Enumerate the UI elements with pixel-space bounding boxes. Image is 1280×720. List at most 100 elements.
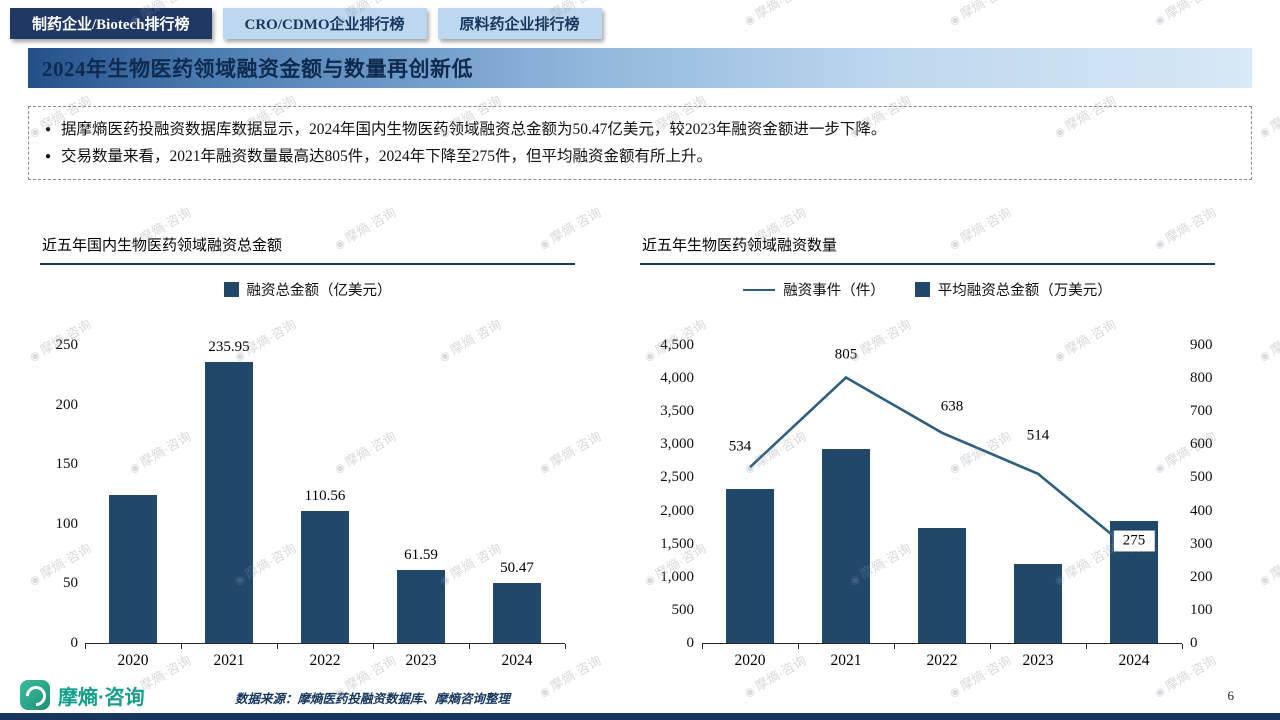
page-title: 2024年生物医药领域融资金额与数量再创新低 — [42, 57, 473, 81]
y-axis-label: 50 — [63, 575, 78, 592]
watermark: 摩熵·咨询 — [740, 0, 809, 29]
axis-tick — [990, 644, 991, 649]
watermark: 摩熵·咨询 — [1150, 0, 1219, 29]
y-axis-label: 800 — [1190, 370, 1213, 387]
y-axis-label: 150 — [55, 456, 79, 473]
x-axis-label: 2024 — [501, 652, 533, 669]
axis-tick — [1182, 644, 1183, 649]
y-axis-label: 2,500 — [660, 469, 694, 486]
y-axis-label: 3,500 — [660, 403, 694, 420]
axis-tick — [798, 644, 799, 649]
y-axis-label: 1,000 — [660, 568, 694, 585]
bar-2022 — [301, 511, 349, 643]
bar-2024 — [493, 582, 541, 643]
count-right-y-axis: 0 100 200 300 400 500 600 700 800 900 — [1190, 337, 1234, 651]
bottom-bar — [0, 713, 1280, 720]
bar-2023 — [1014, 563, 1062, 643]
chart-title: 近五年国内生物医药领域融资总金额 — [40, 230, 575, 265]
legend-line-swatch — [743, 288, 776, 291]
data-source-note: 数据来源：摩熵医药投融资数据库、摩熵咨询整理 — [235, 692, 511, 706]
chart-legend: 融资总金额（亿美元） — [40, 279, 575, 300]
y-axis-label: 250 — [55, 337, 79, 353]
y-axis-label: 1,500 — [660, 535, 694, 552]
y-axis-label: 0 — [686, 635, 695, 651]
y-axis-label: 2,000 — [660, 502, 694, 519]
bullet-icon: ● — [45, 151, 52, 162]
bullet-icon: ● — [45, 124, 52, 135]
x-axis-label: 2020 — [117, 652, 149, 669]
y-axis-label: 400 — [1190, 502, 1213, 519]
y-axis-label: 100 — [1190, 601, 1213, 618]
amount-chart-plot: 235.95 110.56 61.59 50.47 2020 2021 2022 2023 20… — [85, 339, 566, 669]
y-axis-label: 500 — [1190, 469, 1213, 486]
bullet-text: 交易数量来看，2021年融资数量最高达805件，2024年下降至275件，但平均… — [61, 148, 713, 165]
y-axis-label: 500 — [671, 601, 695, 618]
logo-icon — [20, 680, 50, 710]
y-axis-label: 4,000 — [660, 370, 694, 387]
summary-box: ● 据摩熵医药投融资数据库数据显示，2024年国内生物医药领域融资总金额为50.… — [28, 106, 1252, 180]
y-axis-label: 200 — [1190, 568, 1213, 585]
legend-label: 融资总金额（亿美元） — [246, 283, 392, 299]
axis-tick — [373, 644, 374, 649]
line-point-label: 534 — [728, 438, 752, 455]
summary-bullet: ● 据摩熵医药投融资数据库数据显示，2024年国内生物医药领域融资总金额为50.… — [45, 116, 1235, 143]
logo-text: 摩熵·咨询 — [58, 686, 145, 709]
bar-2021 — [822, 448, 870, 643]
tab-cro-cdmo-ranking[interactable]: CRO/CDMO企业排行榜 — [222, 8, 427, 39]
y-axis-label: 100 — [55, 515, 79, 532]
axis-tick — [702, 644, 703, 649]
x-axis-label: 2024 — [1118, 652, 1150, 669]
y-axis-label: 700 — [1190, 403, 1213, 420]
top-tabs: 制药企业/Biotech排行榜 CRO/CDMO企业排行榜 原料药企业排行榜 — [10, 8, 602, 39]
line-point-label: 638 — [940, 398, 964, 415]
funding-events-line — [749, 375, 1135, 554]
bar-2020 — [109, 494, 157, 643]
bar-2020 — [726, 488, 774, 643]
summary-bullet: ● 交易数量来看，2021年融资数量最高达805件，2024年下降至275件，但… — [45, 143, 1235, 170]
bar-value-label: 50.47 — [500, 559, 534, 576]
funding-amount-chart: 近五年国内生物医药领域融资总金额 融资总金额（亿美元） 0 50 100 150 200… — [40, 230, 575, 706]
legend-line-group: 融资事件（件） — [743, 279, 885, 300]
axis-tick — [85, 644, 86, 649]
watermark: 摩熵·咨询 — [1255, 90, 1280, 141]
axis-tick — [565, 644, 566, 649]
title-banner: 2024年生物医药领域融资金额与数量再创新低 — [28, 48, 1252, 88]
funding-count-chart: 近五年生物医药领域融资数量 融资事件（件） 平均融资总金额（万美元） 0 500 1… — [640, 230, 1215, 706]
bar-value-label: 61.59 — [404, 546, 438, 563]
tab-api-ranking[interactable]: 原料药企业排行榜 — [437, 8, 602, 39]
y-axis-label: 0 — [1190, 635, 1198, 651]
plot-row: 0 50 100 150 200 250 235.95 110.56 61.59 50.47 20… — [40, 337, 575, 706]
line-point-label: 275 — [1112, 529, 1156, 553]
bar-value-label: 110.56 — [304, 488, 346, 505]
amount-y-axis: 0 50 100 150 200 250 — [40, 337, 79, 651]
y-axis-label: 0 — [70, 635, 79, 651]
legend-bar-group: 平均融资总金额（万美元） — [914, 279, 1112, 300]
plot-row: 0 500 1,000 1,500 2,000 2,500 3,000 3,500 4,000 4… — [640, 337, 1215, 706]
legend-bar-swatch — [914, 282, 930, 297]
tab-pharma-biotech-ranking[interactable]: 制药企业/Biotech排行榜 — [10, 8, 212, 39]
y-axis-label: 900 — [1190, 337, 1213, 353]
bar-2021 — [205, 361, 253, 643]
company-logo: 摩熵·咨询 — [20, 680, 145, 710]
bar-2022 — [918, 528, 966, 643]
legend-bar-swatch — [223, 282, 239, 297]
page-number: 6 — [1227, 688, 1235, 703]
x-axis-label: 2022 — [309, 652, 341, 669]
watermark: 摩熵·咨询 — [1255, 314, 1280, 365]
bullet-text: 据摩熵医药投融资数据库数据显示，2024年国内生物医药领域融资总金额为50.47… — [61, 121, 887, 138]
x-axis-label: 2022 — [926, 652, 958, 669]
watermark: 摩熵·咨询 — [1255, 538, 1280, 589]
x-axis-label: 2023 — [405, 652, 437, 669]
x-axis-label: 2023 — [1022, 652, 1054, 669]
count-left-y-axis: 0 500 1,000 1,500 2,000 2,500 3,000 3,500 4,000 4… — [640, 337, 695, 651]
count-chart-plot: 2020 2021 2022 2023 2024 534 805 638 514 275 — [702, 346, 1183, 669]
y-axis-label: 4,500 — [660, 337, 694, 353]
chart-legend: 融资事件（件） 平均融资总金额（万美元） — [640, 279, 1215, 300]
y-axis-label: 300 — [1190, 535, 1213, 552]
y-axis-label: 600 — [1190, 436, 1213, 453]
axis-tick — [181, 644, 182, 649]
x-axis-label: 2021 — [830, 652, 862, 669]
line-point-label: 514 — [1026, 427, 1050, 444]
legend-label: 平均融资总金额（万美元） — [937, 283, 1112, 299]
